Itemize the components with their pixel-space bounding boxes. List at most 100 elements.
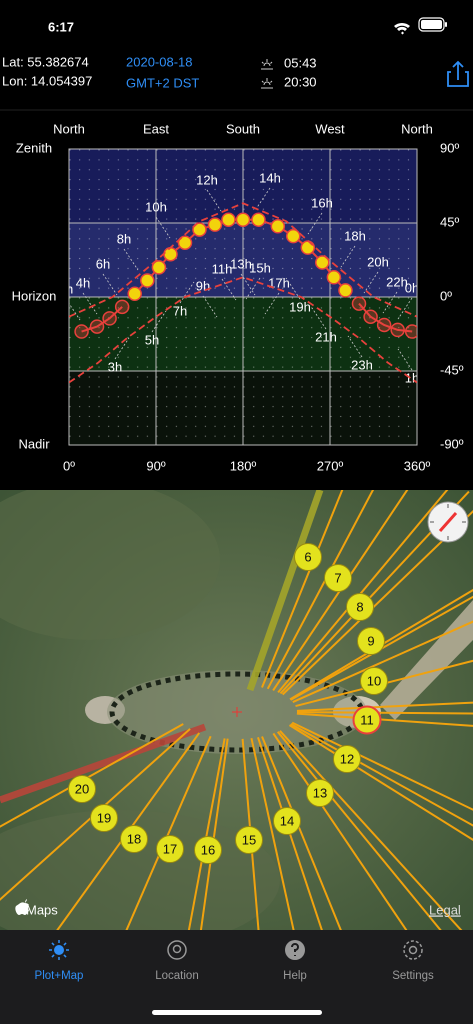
sun-position <box>338 283 353 298</box>
sun-ray <box>291 721 473 811</box>
hour-label: 5h <box>145 332 159 347</box>
direction-label: North <box>401 121 433 136</box>
sun-position <box>221 212 236 227</box>
hour-leader <box>206 189 222 212</box>
hour-marker <box>194 836 222 864</box>
elevation-label: Zenith <box>16 140 52 155</box>
sun-position <box>351 296 367 311</box>
hour-marker-label: 20 <box>75 781 89 796</box>
hour-marker <box>333 745 361 773</box>
y-tick-label: 45º <box>440 214 459 229</box>
plot: 0º North 90º East 180º South 270º West 360º North… <box>12 121 464 473</box>
sun-position <box>89 319 105 334</box>
tab[interactable]: Plot+Map <box>35 940 84 982</box>
hour-leader <box>114 337 130 360</box>
legal-link[interactable]: Legal <box>429 902 461 917</box>
map[interactable]: 6 78 9 10 11 12 13 14 15 16 17 18 19 20 <box>0 421 473 1024</box>
hour-label: 2h <box>59 281 73 296</box>
y-tick-label: 90º <box>440 140 459 155</box>
hour-leader <box>382 291 398 314</box>
hour-label: 16h <box>311 195 333 210</box>
hour-leader <box>347 335 363 358</box>
sun-ray <box>292 620 473 703</box>
hour-leader <box>82 292 98 315</box>
hour-label: 18h <box>344 228 366 243</box>
hour-marker <box>357 627 385 655</box>
hour-marker-label: 9 <box>367 633 374 648</box>
hour-label: 7h <box>173 303 187 318</box>
sun-ray <box>289 588 473 701</box>
hour-label: 20h <box>367 254 389 269</box>
location-pin <box>232 707 242 717</box>
sun-position <box>390 322 405 338</box>
sun-position <box>151 260 167 275</box>
direction-label: West <box>315 121 345 136</box>
sun-ray <box>290 595 473 701</box>
sun-position <box>163 246 178 262</box>
hour-marker <box>156 835 184 863</box>
home-indicator <box>152 1010 322 1015</box>
compass[interactable] <box>427 501 469 543</box>
hour-marker <box>324 564 352 592</box>
y-tick-label: -90º <box>440 436 464 451</box>
sun-ray <box>279 730 463 930</box>
sun-path-curve <box>69 202 417 318</box>
x-tick-label: 90º <box>146 458 165 473</box>
hour-leader <box>285 277 301 300</box>
tab[interactable]: Help <box>283 940 307 982</box>
series <box>69 202 417 384</box>
x-tick-label: 360º <box>404 458 431 473</box>
hour-marker-label: 13 <box>313 785 327 800</box>
direction-label: North <box>53 121 85 136</box>
hour-marker <box>68 775 96 803</box>
sun-position <box>140 273 155 288</box>
hour-marker <box>352 705 382 735</box>
hour-leader <box>221 278 237 301</box>
date[interactable]: 2020-08-18 <box>126 54 193 69</box>
hour-label: 13h <box>230 256 252 271</box>
hour-labels: 2h 3h 4h 5h 6h 7h 8h 9h 10h 11h 12h 13h 14h 15h 16h 17h… <box>59 170 417 385</box>
sun-ray <box>250 737 295 930</box>
hour-marker-label: 16 <box>201 842 215 857</box>
hour-marker <box>306 779 334 807</box>
hour-label: 17h <box>268 275 290 290</box>
hour-marker-label: 8 <box>356 599 363 614</box>
hour-leader <box>151 310 167 333</box>
tab-icon <box>54 945 64 955</box>
hour-marker-label: 7 <box>334 570 341 585</box>
hour-label: 12h <box>196 172 218 187</box>
hour-label: 4h <box>76 275 90 290</box>
hour-leader <box>255 187 271 210</box>
elevation-label: Horizon <box>12 288 57 303</box>
sun-ray <box>272 732 408 930</box>
direction-label: South <box>226 121 260 136</box>
sun-ray <box>257 736 323 930</box>
tab-label: Help <box>283 970 307 982</box>
sun-ray <box>0 723 184 828</box>
hour-marker-label: 18 <box>127 831 141 846</box>
hour-leader <box>102 273 118 296</box>
hour-label: 19h <box>289 299 311 314</box>
sun-position <box>363 309 378 324</box>
sun-ray <box>276 731 442 930</box>
tab-icon <box>172 944 182 954</box>
x-tick-label: 270º <box>317 458 344 473</box>
hour-leader <box>307 212 323 235</box>
sun-position <box>376 317 392 333</box>
maps-label: Maps <box>26 902 58 917</box>
hour-leader <box>240 273 256 296</box>
tab-label: Location <box>155 970 198 982</box>
hour-marker <box>235 826 263 854</box>
hour-label: 21h <box>315 329 337 344</box>
sun-position <box>315 255 330 270</box>
tab[interactable]: Settings <box>392 940 434 982</box>
share-button[interactable] <box>447 60 469 87</box>
hour-leader <box>123 248 139 271</box>
hour-label: 8h <box>117 231 131 246</box>
road <box>380 600 473 720</box>
tab[interactable]: Location <box>155 940 199 982</box>
timezone[interactable]: GMT+2 DST <box>126 75 199 90</box>
sun-position <box>270 219 286 234</box>
sun-position <box>300 240 316 255</box>
